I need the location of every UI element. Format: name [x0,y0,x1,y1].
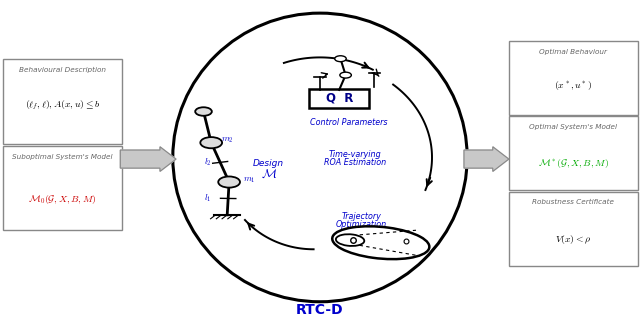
FancyBboxPatch shape [3,146,122,230]
Text: Optimal Behaviour: Optimal Behaviour [540,49,607,55]
Circle shape [200,137,222,148]
Circle shape [335,56,346,62]
Text: $m_1$: $m_1$ [243,175,256,185]
Text: RTC-D: RTC-D [296,302,344,317]
Circle shape [340,72,351,78]
FancyBboxPatch shape [310,89,369,108]
Text: $\mathcal{M}_0(\mathcal{G}, X, B, M)$: $\mathcal{M}_0(\mathcal{G}, X, B, M)$ [28,193,97,206]
Text: Design: Design [253,159,284,169]
Text: $m_2$: $m_2$ [221,135,234,145]
Text: Q  R: Q R [326,92,353,105]
Text: Behavioural Description: Behavioural Description [19,67,106,73]
Text: Suboptimal System's Model: Suboptimal System's Model [12,154,113,160]
FancyArrow shape [120,147,176,171]
Circle shape [195,107,212,116]
Circle shape [218,176,240,188]
FancyBboxPatch shape [509,116,638,190]
Text: Control Parameters: Control Parameters [310,118,388,127]
Text: Trajectory: Trajectory [342,212,381,221]
Text: $(x^*, u^*)$: $(x^*, u^*)$ [554,80,593,93]
Text: Time-varying: Time-varying [329,150,381,159]
Text: $\mathcal{M}^*(\mathcal{G}, X, B, M)$: $\mathcal{M}^*(\mathcal{G}, X, B, M)$ [538,157,609,171]
Text: ROA Estimation: ROA Estimation [324,158,387,167]
Text: $l_2$: $l_2$ [204,156,211,168]
FancyBboxPatch shape [509,41,638,115]
Text: Robustness Certificate: Robustness Certificate [532,199,614,205]
Text: Optimization: Optimization [336,220,387,229]
FancyBboxPatch shape [509,192,638,266]
FancyBboxPatch shape [3,59,122,144]
Text: $l_1$: $l_1$ [204,193,211,204]
Text: $(\ell_f, \ell), A(x, u) \leq b$: $(\ell_f, \ell), A(x, u) \leq b$ [24,99,100,113]
Text: Optimal System's Model: Optimal System's Model [529,124,618,130]
Text: $\mathcal{M}$: $\mathcal{M}$ [260,167,277,180]
FancyArrow shape [464,147,509,171]
Text: $V(x) < \rho$: $V(x) < \rho$ [555,233,592,246]
